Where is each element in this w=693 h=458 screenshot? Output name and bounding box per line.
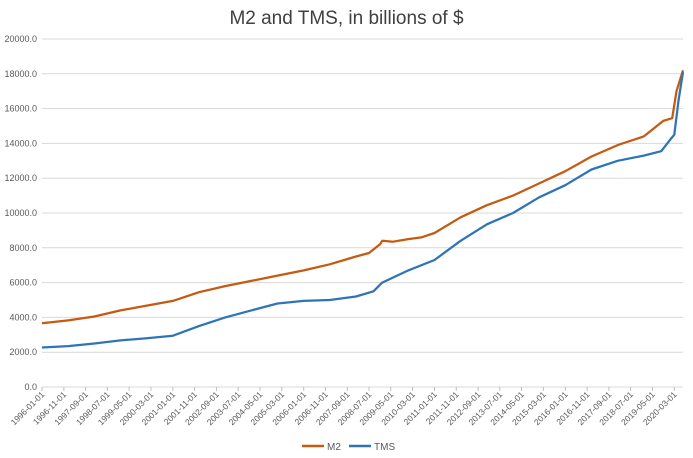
y-tick-label: 12000.0 <box>4 173 37 183</box>
series-lines <box>41 69 685 349</box>
x-axis-ticks: 1996-01-011996-11-011997-09-011998-07-01… <box>9 387 679 427</box>
series-line-tms <box>41 71 685 349</box>
y-tick-label: 2000.0 <box>9 347 37 357</box>
chart-title: M2 and TMS, in billions of $ <box>229 8 464 29</box>
gridlines <box>42 38 683 388</box>
y-tick-label: 14000.0 <box>4 138 37 148</box>
y-tick-label: 0.0 <box>24 382 37 392</box>
legend-label-tms: TMS <box>374 442 395 453</box>
legend: M2 TMS <box>302 442 395 453</box>
y-tick-label: 18000.0 <box>4 69 37 79</box>
y-tick-label: 16000.0 <box>4 104 37 114</box>
y-tick-label: 20000.0 <box>4 34 37 44</box>
y-tick-label: 4000.0 <box>9 312 37 322</box>
legend-label-m2: M2 <box>327 442 341 453</box>
y-tick-label: 6000.0 <box>9 278 37 288</box>
y-axis-ticks: 0.0 2000.0 4000.0 6000.0 8000.0 10000.0 12000.… <box>4 34 37 392</box>
series-line-m2 <box>41 69 685 325</box>
y-tick-label: 8000.0 <box>9 243 37 253</box>
y-tick-label: 10000.0 <box>4 208 37 218</box>
